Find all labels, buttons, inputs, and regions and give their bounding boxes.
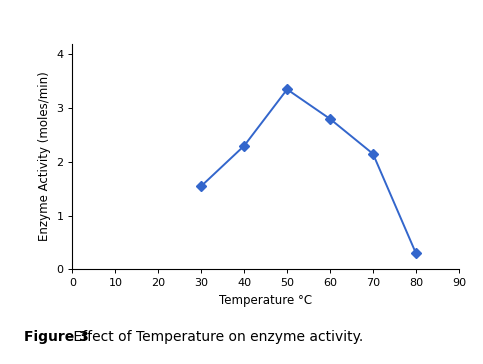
X-axis label: Temperature °C: Temperature °C <box>219 294 312 307</box>
Text: Effect of Temperature on enzyme activity.: Effect of Temperature on enzyme activity… <box>69 330 363 344</box>
Y-axis label: Enzyme Activity (moles/min): Enzyme Activity (moles/min) <box>38 72 51 241</box>
Text: Figure 3: Figure 3 <box>24 330 89 344</box>
